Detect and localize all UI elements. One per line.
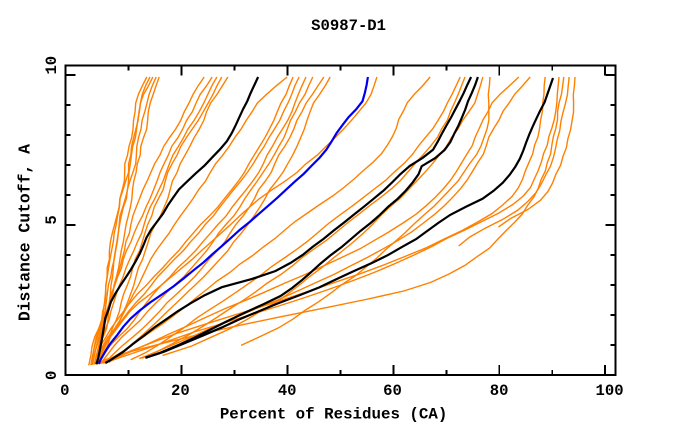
svg-text:5: 5 [43,215,61,224]
svg-text:Percent of Residues (CA): Percent of Residues (CA) [220,406,448,424]
svg-text:20: 20 [171,382,190,400]
svg-text:Distance Cutoff, A: Distance Cutoff, A [16,144,35,321]
svg-text:0: 0 [60,382,69,400]
svg-text:100: 100 [596,382,624,400]
svg-text:S0987-D1: S0987-D1 [311,17,386,35]
svg-text:60: 60 [383,382,402,400]
svg-text:0: 0 [43,371,61,380]
svg-text:80: 80 [490,382,509,400]
svg-text:10: 10 [43,56,61,75]
svg-text:40: 40 [278,382,297,400]
